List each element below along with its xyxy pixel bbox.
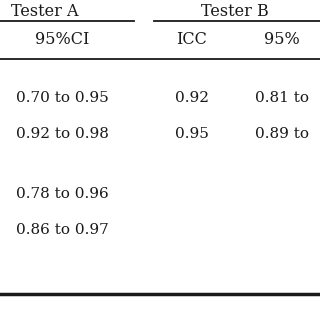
Text: 0.95: 0.95 [175, 127, 209, 141]
Text: 0.92: 0.92 [175, 91, 209, 105]
Text: Tester A: Tester A [11, 3, 78, 20]
Text: Tester B: Tester B [201, 3, 269, 20]
Text: ICC: ICC [177, 31, 207, 49]
Text: 95%: 95% [264, 31, 300, 49]
Text: 0.86 to 0.97: 0.86 to 0.97 [16, 223, 109, 237]
Text: 0.81 to: 0.81 to [255, 91, 308, 105]
Text: 0.70 to 0.95: 0.70 to 0.95 [16, 91, 109, 105]
Text: 0.92 to 0.98: 0.92 to 0.98 [16, 127, 109, 141]
Text: 0.78 to 0.96: 0.78 to 0.96 [16, 187, 109, 201]
Text: 0.89 to: 0.89 to [255, 127, 308, 141]
Text: 95%CI: 95%CI [35, 31, 90, 49]
